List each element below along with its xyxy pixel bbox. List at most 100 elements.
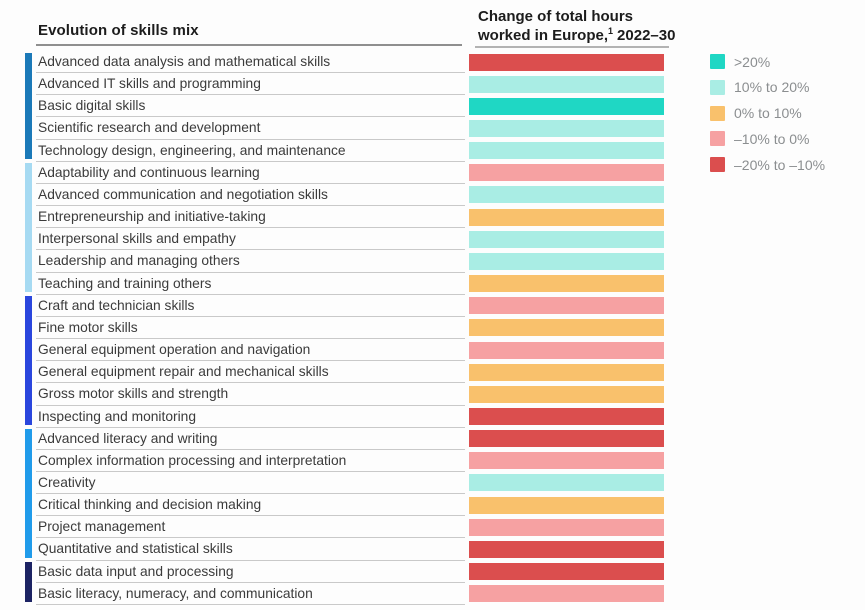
change-bar-cell: [469, 472, 668, 494]
legend-swatch-icon: [710, 79, 725, 95]
skills-table: Advanced data analysis and mathematical …: [36, 51, 668, 605]
change-bar-cell: [469, 206, 668, 228]
change-bar-cell: [469, 273, 668, 295]
change-bar-cell: [469, 162, 668, 184]
legend-label: >20%: [734, 53, 771, 70]
change-bar: [469, 408, 665, 425]
change-bar: [469, 518, 665, 536]
table-row: Advanced data analysis and mathematical …: [36, 51, 668, 74]
change-bar: [469, 474, 665, 492]
change-bar-cell: [469, 295, 668, 317]
change-bar: [469, 496, 665, 514]
legend-label: –20% to –10%: [734, 156, 826, 173]
change-bar-cell: [469, 73, 668, 95]
category-strip-group-5: [25, 562, 32, 602]
change-bar-cell: [469, 95, 668, 117]
table-row: Gross motor skills and strength: [36, 383, 668, 406]
legend-item: –10% to 0%: [710, 130, 825, 147]
skill-label: Quantitative and statistical skills: [36, 538, 466, 561]
skill-label: Critical thinking and decision making: [36, 494, 466, 517]
table-row: Project management: [36, 516, 668, 539]
change-bar: [469, 119, 665, 137]
change-bar-cell: [469, 428, 668, 450]
skill-label: Fine motor skills: [36, 317, 466, 340]
skill-label: Craft and technician skills: [36, 295, 466, 317]
skill-label: Entrepreneurship and initiative-taking: [36, 206, 466, 229]
legend-swatch-icon: [710, 54, 725, 69]
change-bar: [469, 53, 665, 71]
change-bar: [469, 186, 665, 204]
table-row: Advanced literacy and writing: [36, 428, 668, 450]
change-bar-cell: [469, 406, 668, 428]
table-row: Adaptability and continuous learning: [36, 162, 668, 184]
skill-label: Interpersonal skills and empathy: [36, 228, 466, 251]
change-bar-cell: [469, 494, 668, 516]
legend: >20% 10% to 20% 0% to 10% –10% to 0% –20% to…: [710, 54, 825, 183]
table-row: Craft and technician skills: [36, 295, 668, 317]
change-bar: [469, 363, 665, 381]
category-strips: [25, 51, 32, 607]
skill-label: Adaptability and continuous learning: [36, 162, 466, 184]
change-bar-cell: [469, 583, 668, 605]
table-row: Technology design, engineering, and main…: [36, 140, 668, 162]
table-row: Scientific research and development: [36, 117, 668, 140]
change-bar-cell: [469, 561, 668, 583]
change-bar-cell: [469, 51, 668, 73]
right-header-rule: [475, 46, 669, 48]
table-row: Inspecting and monitoring: [36, 406, 668, 428]
legend-item: 10% to 20%: [710, 79, 825, 96]
right-column-title: Change of total hours worked in Europe,1…: [478, 7, 675, 45]
change-bar-cell: [469, 538, 668, 560]
table-row: Basic digital skills: [36, 95, 668, 118]
table-row: Entrepreneurship and initiative-taking: [36, 206, 668, 229]
table-row: General equipment repair and mechanical …: [36, 361, 668, 384]
legend-label: 0% to 10%: [734, 105, 802, 122]
category-strip-group-4: [25, 429, 32, 558]
skill-label: General equipment operation and navigati…: [36, 339, 466, 362]
legend-label: 10% to 20%: [734, 79, 810, 96]
skill-label: Advanced data analysis and mathematical …: [36, 51, 466, 74]
skill-label: Complex information processing and inter…: [36, 450, 466, 472]
change-bar-cell: [469, 317, 668, 339]
footnote-marker: 1: [608, 26, 614, 36]
change-bar-cell: [469, 383, 668, 405]
change-bar: [469, 75, 665, 93]
change-bar: [469, 385, 665, 403]
skill-label: General equipment repair and mechanical …: [36, 361, 466, 384]
right-title-line2: worked in Europe,: [478, 27, 609, 44]
change-bar-cell: [469, 450, 668, 472]
change-bar: [469, 252, 665, 270]
table-row: General equipment operation and navigati…: [36, 339, 668, 362]
legend-item: >20%: [710, 53, 825, 70]
change-bar: [469, 230, 665, 248]
legend-item: 0% to 10%: [710, 105, 825, 122]
change-bar-cell: [469, 339, 668, 361]
legend-item: –20% to –10%: [710, 156, 826, 173]
table-row: Interpersonal skills and empathy: [36, 228, 668, 251]
skill-label: Leadership and managing others: [36, 250, 466, 273]
skill-label: Advanced communication and negotiation s…: [36, 184, 466, 207]
change-bar: [469, 297, 665, 315]
left-header-rule: [36, 44, 462, 46]
change-bar: [469, 164, 665, 182]
change-bar: [469, 319, 665, 337]
legend-label: –10% to 0%: [734, 130, 810, 147]
category-strip-group-2: [25, 163, 32, 292]
skill-label: Technology design, engineering, and main…: [36, 140, 466, 162]
change-bar: [469, 275, 665, 293]
table-row: Critical thinking and decision making: [36, 494, 668, 517]
skill-label: Creativity: [36, 472, 466, 495]
change-bar-cell: [469, 184, 668, 206]
change-bar: [469, 430, 665, 448]
table-row: Leadership and managing others: [36, 250, 668, 273]
change-bar-cell: [469, 140, 668, 162]
category-strip-group-3: [25, 296, 32, 425]
table-row: Basic literacy, numeracy, and communicat…: [36, 583, 668, 605]
table-row: Creativity: [36, 472, 668, 495]
right-title-years: 2022–30: [617, 27, 676, 44]
skill-label: Advanced IT skills and programming: [36, 73, 466, 96]
category-strip-group-1: [25, 52, 32, 159]
table-row: Advanced IT skills and programming: [36, 73, 668, 96]
change-bar-cell: [469, 250, 668, 272]
skill-label: Basic literacy, numeracy, and communicat…: [36, 583, 466, 605]
